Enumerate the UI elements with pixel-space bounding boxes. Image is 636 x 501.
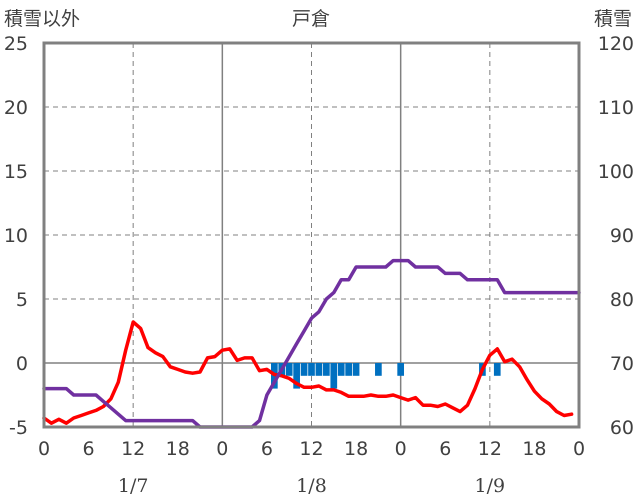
x-tick-label: 6 [439, 438, 451, 460]
snowfall-bar [330, 363, 338, 389]
x-tick-label: 18 [344, 438, 368, 460]
chart-title: 戸倉 [292, 8, 330, 30]
left-tick-label: 10 [4, 225, 28, 247]
x-tick-label: 12 [121, 438, 145, 460]
left-tick-label: 20 [4, 97, 28, 119]
right-tick-label: 120 [598, 33, 634, 55]
x-tick-label: 12 [299, 438, 323, 460]
snowfall-bar [293, 363, 300, 389]
x-tick-label: 0 [573, 438, 585, 460]
snow-depth-line [42, 258, 581, 429]
snowfall-bars [271, 363, 501, 389]
x-tick-label: 0 [38, 438, 50, 460]
snowfall-bar [285, 363, 293, 376]
x-tick-label: 12 [478, 438, 502, 460]
snowfall-bar [300, 363, 308, 376]
left-tick-label: -5 [9, 417, 28, 439]
right-tick-label: 70 [610, 353, 634, 375]
plot-frame [42, 41, 581, 429]
x-tick-label: 18 [522, 438, 546, 460]
snowfall-bar [493, 363, 501, 376]
date-labels: 1/7 1/8 1/9 [118, 475, 505, 497]
left-axis-ticks: -5 0 5 10 15 20 25 [4, 33, 28, 439]
right-axis-ticks: 60 70 80 90 100 110 120 [598, 33, 634, 439]
snowfall-bar [352, 363, 360, 376]
snowfall-bar [345, 363, 352, 376]
left-tick-label: 0 [16, 353, 28, 375]
date-label: 1/7 [118, 475, 149, 497]
x-tick-label: 0 [216, 438, 228, 460]
left-tick-label: 25 [4, 33, 28, 55]
x-tick-label: 18 [166, 438, 190, 460]
x-tick-label: 6 [83, 438, 95, 460]
date-label: 1/8 [296, 475, 327, 497]
temperature-line [42, 320, 574, 425]
snowfall-bar [375, 363, 382, 376]
right-tick-label: 110 [598, 97, 634, 119]
right-tick-label: 100 [598, 161, 634, 183]
left-tick-label: 5 [16, 289, 28, 311]
snowfall-bar [315, 363, 323, 376]
series-lines [42, 258, 581, 429]
x-axis-ticks: 0 6 12 18 0 6 12 18 0 6 12 18 0 [38, 438, 585, 460]
right-tick-label: 60 [610, 417, 634, 439]
right-tick-label: 80 [610, 289, 634, 311]
snowfall-bar [397, 363, 405, 376]
left-tick-label: 15 [4, 161, 28, 183]
left-axis-label: 積雪以外 [4, 8, 80, 30]
snowfall-bar [337, 363, 345, 376]
snowfall-bar [323, 363, 330, 376]
x-tick-label: 0 [395, 438, 407, 460]
date-label: 1/9 [475, 475, 506, 497]
right-tick-label: 90 [610, 225, 634, 247]
right-axis-label: 積雪 [594, 8, 632, 30]
snowfall-bar [308, 363, 315, 376]
x-tick-label: 6 [261, 438, 273, 460]
